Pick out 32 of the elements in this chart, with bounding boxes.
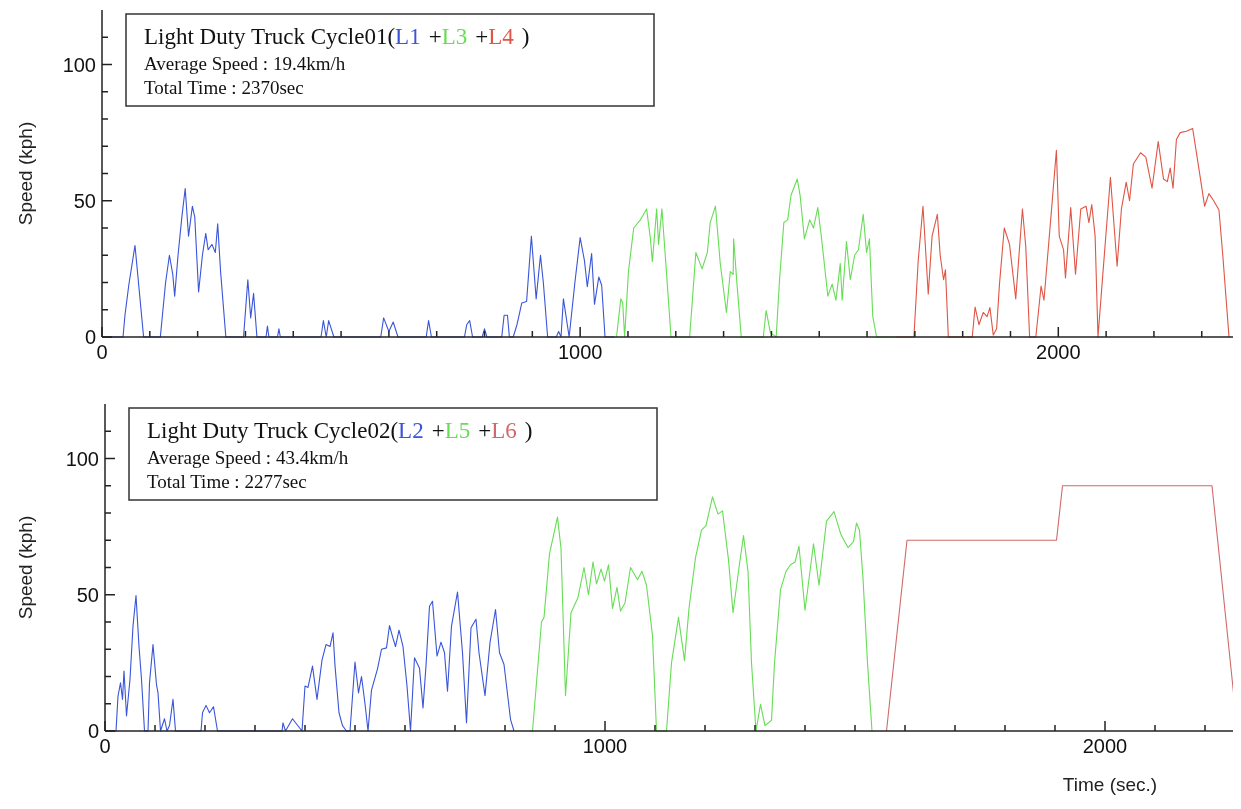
y-tick-label: 100 [62,53,96,76]
annotation: + [475,24,489,49]
x-tick-label: 1000 [582,735,628,757]
text: L1 [395,24,421,49]
annotation: Average Speed : 43.4km/h [147,447,349,468]
annotation: Total Time : 2277sec [147,471,307,492]
y-tick-label: 50 [76,583,99,606]
text: L2 [398,418,424,443]
text: Light Duty Truck Cycle01( [144,24,396,49]
text: L6 [491,418,517,443]
text: L3 [441,24,468,49]
annotation: + [478,418,492,443]
x-tick-label: 2000 [1036,341,1081,363]
y-tick-label: 50 [73,189,96,212]
annotation: ) [524,418,533,443]
text: Light Duty Truck Cycle02( [147,418,399,443]
y-tick-label: 0 [87,720,99,742]
annotation: ) [521,24,530,49]
y-axis-title: Speed (kph) [15,515,36,620]
y-tick-label: 0 [84,326,96,348]
annotation: Average Speed : 19.4km/h [144,53,346,74]
annotation: + [428,24,442,49]
line-series [529,496,873,732]
annotation: + [431,418,445,443]
x-tick-label: 2000 [1082,735,1128,757]
text: L4 [488,24,515,49]
y-axis-title: Speed (kph) [15,121,36,226]
x-tick-label: 1000 [557,341,603,363]
x-axis-title: Time (sec.) [1062,774,1158,795]
annotation: Total Time : 2370sec [144,77,304,98]
y-tick-label: 100 [65,447,99,470]
text: L5 [444,418,471,443]
